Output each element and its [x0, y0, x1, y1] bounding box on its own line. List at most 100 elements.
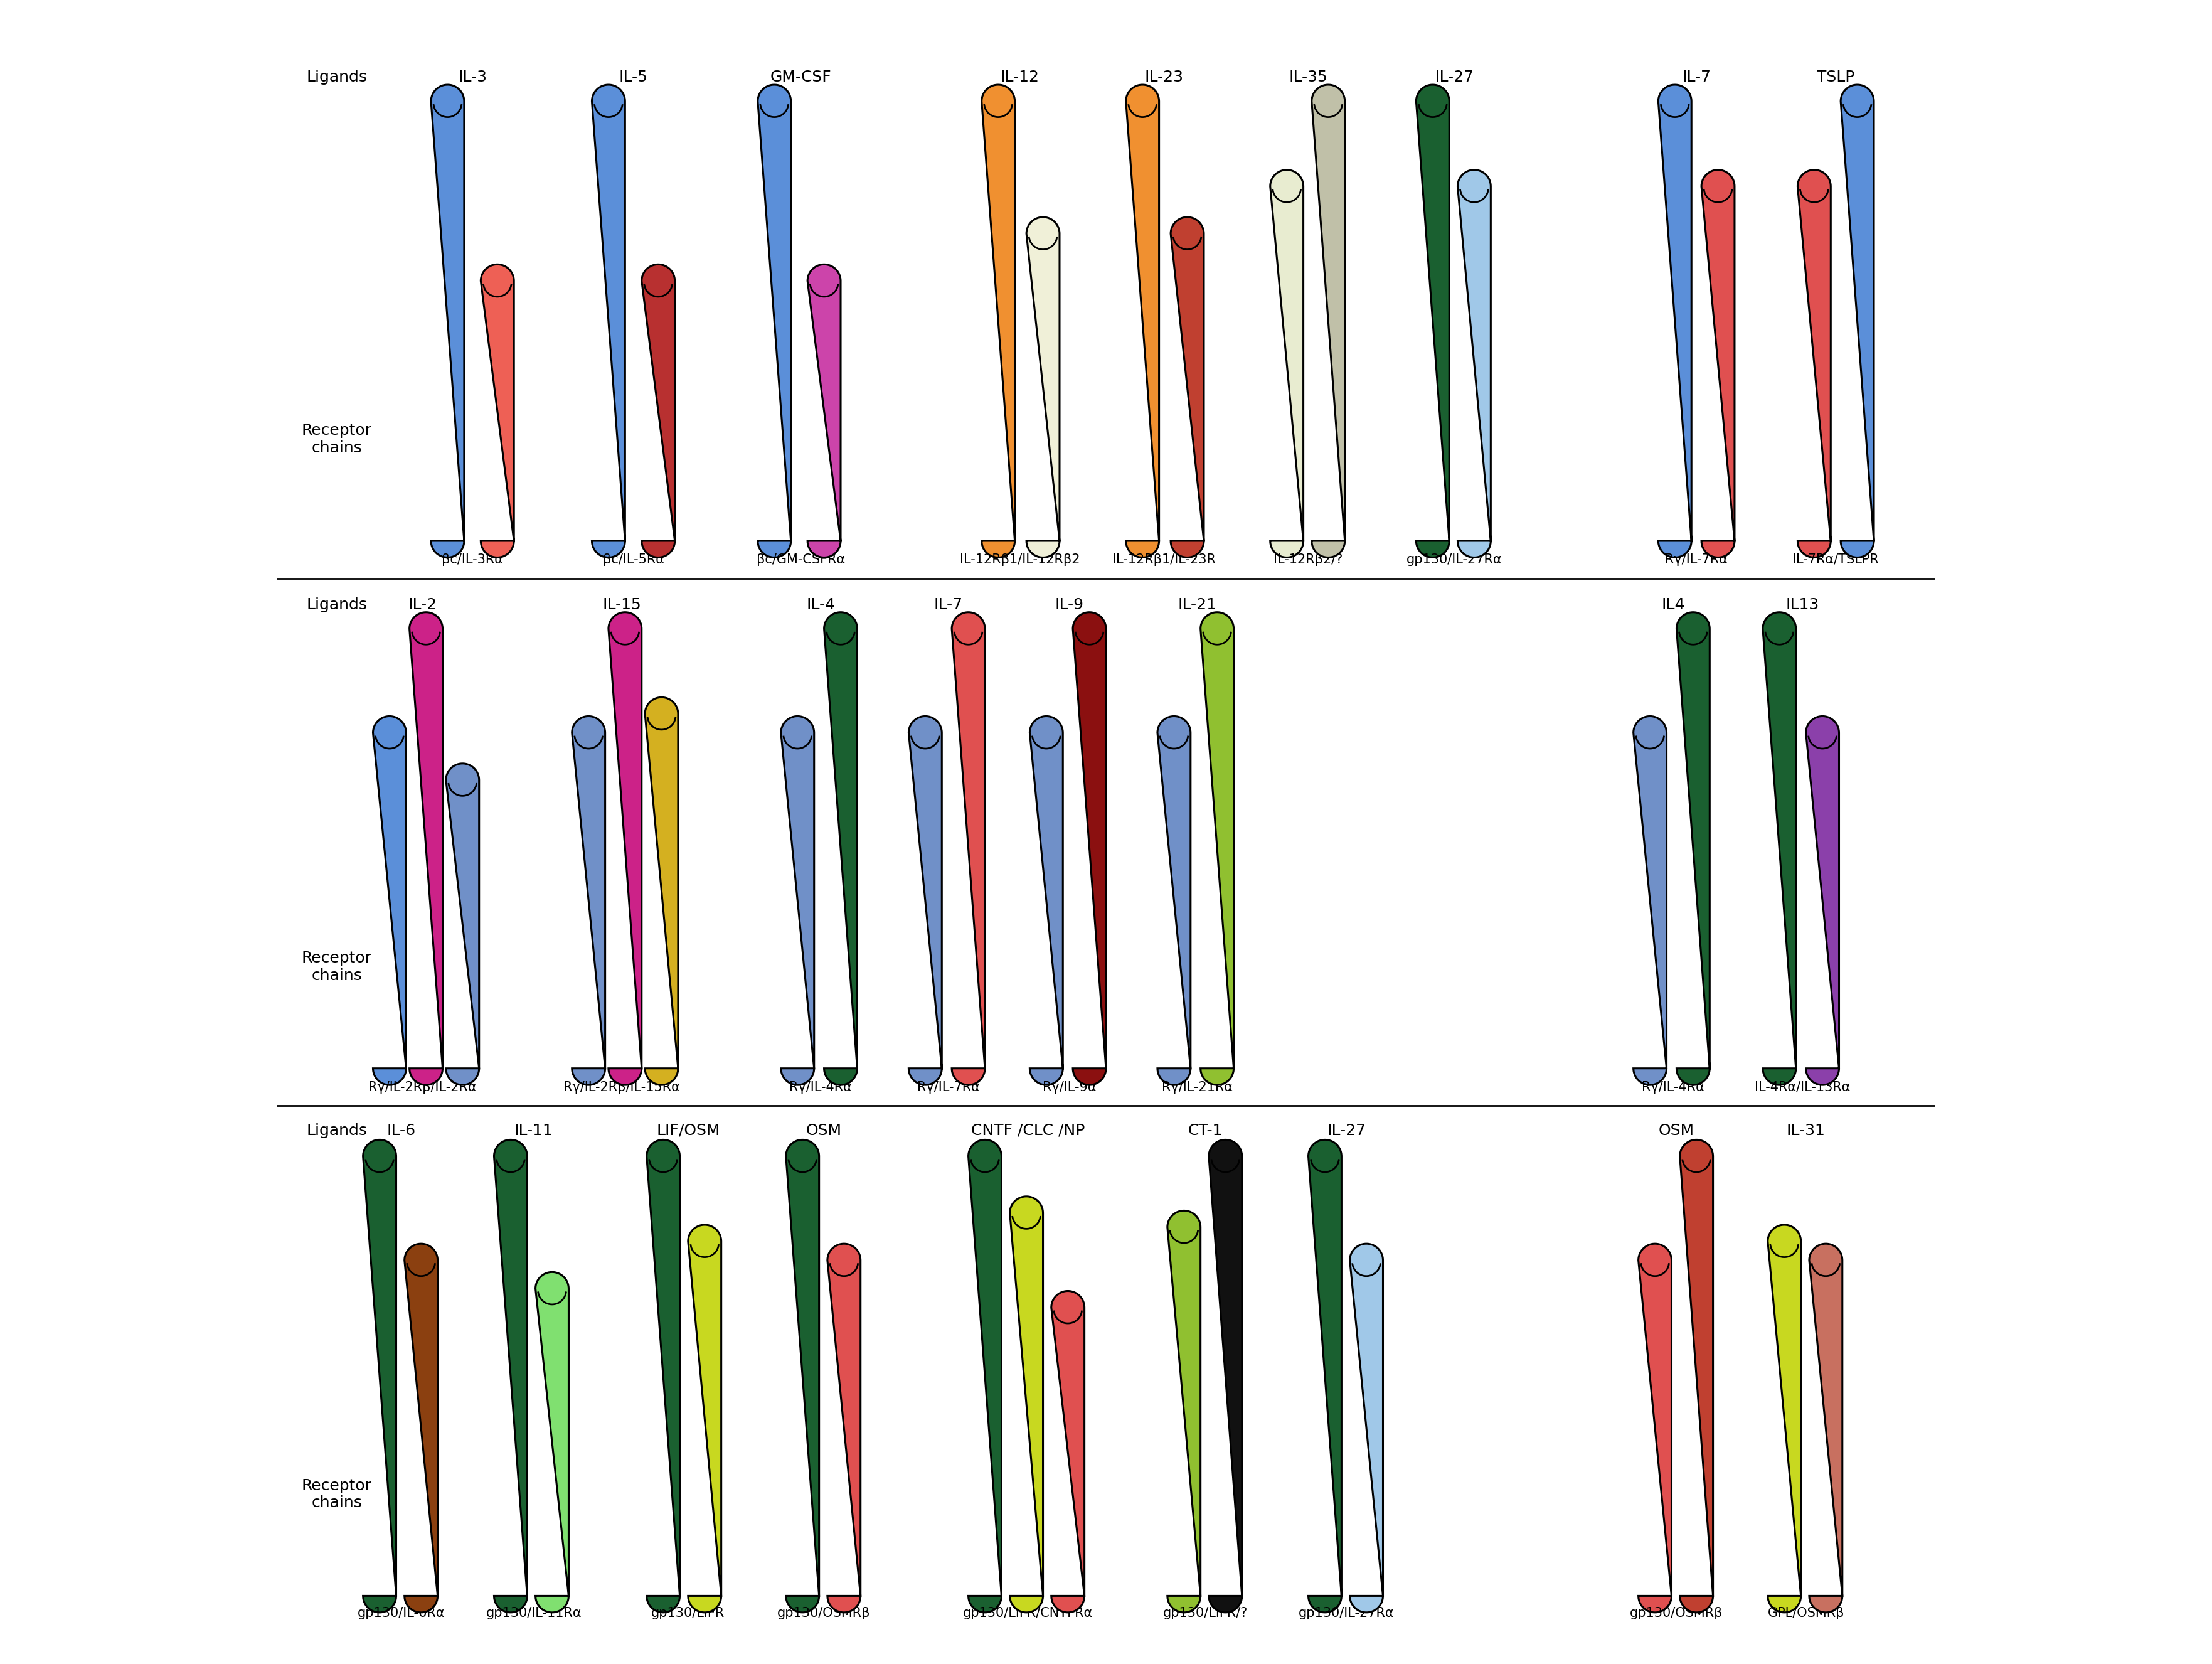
Text: gp130/LIFR/?: gp130/LIFR/?	[1164, 1607, 1248, 1619]
Text: GM-CSF: GM-CSF	[770, 70, 832, 85]
Polygon shape	[1805, 716, 1838, 1085]
Polygon shape	[447, 764, 480, 1085]
Text: IL4: IL4	[1661, 597, 1686, 612]
Text: gp130/LIFR/CNTFRα: gp130/LIFR/CNTFRα	[962, 1607, 1093, 1619]
Text: Receptor
chains: Receptor chains	[301, 950, 372, 983]
Polygon shape	[1701, 170, 1734, 557]
Text: IL-7: IL-7	[933, 597, 962, 612]
Polygon shape	[825, 612, 858, 1085]
Polygon shape	[1349, 1243, 1382, 1612]
Text: gp130/IL-27Rα: gp130/IL-27Rα	[1407, 554, 1502, 566]
Polygon shape	[759, 85, 792, 557]
Polygon shape	[1051, 1291, 1084, 1612]
Text: gp130/OSMRβ: gp130/OSMRβ	[1630, 1607, 1723, 1619]
Text: IL-4Rα/IL-13Rα: IL-4Rα/IL-13Rα	[1754, 1082, 1851, 1093]
Polygon shape	[641, 265, 675, 557]
Polygon shape	[1809, 1243, 1843, 1612]
Polygon shape	[363, 1140, 396, 1612]
Polygon shape	[480, 265, 513, 557]
Polygon shape	[1026, 216, 1060, 557]
Polygon shape	[535, 1271, 568, 1612]
Text: OSM: OSM	[1659, 1123, 1694, 1138]
Polygon shape	[405, 1243, 438, 1612]
Text: CT-1: CT-1	[1188, 1123, 1223, 1138]
Polygon shape	[1073, 612, 1106, 1085]
Polygon shape	[409, 612, 442, 1085]
Text: Ligands: Ligands	[307, 70, 367, 85]
Polygon shape	[688, 1225, 721, 1612]
Polygon shape	[909, 716, 942, 1085]
Text: LIF/OSM: LIF/OSM	[657, 1123, 719, 1138]
Polygon shape	[1632, 716, 1666, 1085]
Text: Rγ/IL-2Rβ/IL-2Rα: Rγ/IL-2Rβ/IL-2Rα	[369, 1082, 478, 1093]
Text: Rγ/IL-4Rα: Rγ/IL-4Rα	[790, 1082, 852, 1093]
Polygon shape	[785, 1140, 818, 1612]
Polygon shape	[951, 612, 984, 1085]
Polygon shape	[1840, 85, 1874, 557]
Polygon shape	[982, 85, 1015, 557]
Polygon shape	[431, 85, 465, 557]
Text: gp130/IL-11Rα: gp130/IL-11Rα	[487, 1607, 582, 1619]
Text: Rγ/IL-4Rα: Rγ/IL-4Rα	[1641, 1082, 1705, 1093]
Text: IL-15: IL-15	[602, 597, 641, 612]
Polygon shape	[1201, 612, 1234, 1085]
Polygon shape	[593, 85, 626, 557]
Text: Ligands: Ligands	[307, 1123, 367, 1138]
Polygon shape	[807, 265, 841, 557]
Text: IL13: IL13	[1785, 597, 1818, 612]
Polygon shape	[1798, 170, 1832, 557]
Polygon shape	[969, 1140, 1002, 1612]
Polygon shape	[827, 1243, 860, 1612]
Text: IL-6: IL-6	[387, 1123, 416, 1138]
Text: Rγ/IL-7Rα: Rγ/IL-7Rα	[1666, 554, 1728, 566]
Text: βc/IL-3Rα: βc/IL-3Rα	[442, 554, 502, 566]
Text: gp130/LIFR: gp130/LIFR	[650, 1607, 726, 1619]
Text: βc/IL-5Rα: βc/IL-5Rα	[602, 554, 664, 566]
Polygon shape	[493, 1140, 526, 1612]
Polygon shape	[781, 716, 814, 1085]
Text: IL-4: IL-4	[805, 597, 836, 612]
Text: Rγ/IL-9α: Rγ/IL-9α	[1042, 1082, 1097, 1093]
Text: IL-5: IL-5	[619, 70, 648, 85]
Text: TSLP: TSLP	[1816, 70, 1854, 85]
Text: gp130/OSMRβ: gp130/OSMRβ	[776, 1607, 872, 1619]
Text: Receptor
chains: Receptor chains	[301, 423, 372, 456]
Text: IL-11: IL-11	[515, 1123, 553, 1138]
Polygon shape	[1168, 1211, 1201, 1612]
Polygon shape	[1659, 85, 1692, 557]
Text: Rγ/IL-2Rβ/IL-15Rα: Rγ/IL-2Rβ/IL-15Rα	[564, 1082, 679, 1093]
Polygon shape	[1170, 216, 1203, 557]
Polygon shape	[573, 716, 606, 1085]
Polygon shape	[1011, 1196, 1044, 1612]
Polygon shape	[1679, 1140, 1712, 1612]
Text: IL-21: IL-21	[1177, 597, 1217, 612]
Text: Rγ/IL-7Rα: Rγ/IL-7Rα	[918, 1082, 980, 1093]
Text: gp130/IL-27Rα: gp130/IL-27Rα	[1298, 1607, 1394, 1619]
Polygon shape	[1126, 85, 1159, 557]
Polygon shape	[608, 612, 641, 1085]
Text: IL-12Rβ1/IL-12Rβ2: IL-12Rβ1/IL-12Rβ2	[960, 554, 1079, 566]
Polygon shape	[1458, 170, 1491, 557]
Polygon shape	[1031, 716, 1064, 1085]
Text: IL-3: IL-3	[458, 70, 487, 85]
Polygon shape	[374, 716, 407, 1085]
Text: Rγ/IL-21Rα: Rγ/IL-21Rα	[1161, 1082, 1232, 1093]
Polygon shape	[1767, 1225, 1801, 1612]
Polygon shape	[646, 697, 679, 1085]
Text: IL-23: IL-23	[1144, 70, 1183, 85]
Polygon shape	[646, 1140, 679, 1612]
Polygon shape	[1157, 716, 1190, 1085]
Polygon shape	[1763, 612, 1796, 1085]
Text: IL-7: IL-7	[1681, 70, 1710, 85]
Text: IL-27: IL-27	[1436, 70, 1473, 85]
Text: IL-9: IL-9	[1055, 597, 1084, 612]
Text: IL-12: IL-12	[1000, 70, 1040, 85]
Text: IL-7Rα/TSLPR: IL-7Rα/TSLPR	[1792, 554, 1878, 566]
Text: βc/GM-CSFRα: βc/GM-CSFRα	[757, 554, 845, 566]
Text: GPL/OSMRβ: GPL/OSMRβ	[1767, 1607, 1845, 1619]
Text: OSM: OSM	[805, 1123, 843, 1138]
Text: IL-27: IL-27	[1327, 1123, 1367, 1138]
Text: Receptor
chains: Receptor chains	[301, 1478, 372, 1511]
Text: IL-2: IL-2	[409, 597, 438, 612]
Text: IL-12Rβ1/IL-23R: IL-12Rβ1/IL-23R	[1113, 554, 1217, 566]
